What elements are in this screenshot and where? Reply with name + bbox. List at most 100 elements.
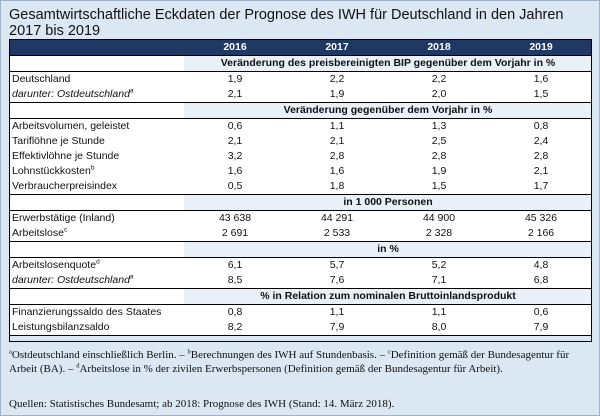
- value-cell: 1,7: [490, 179, 592, 195]
- value-cell: 2,2: [388, 71, 490, 87]
- row-label-text: darunter: Ostdeutschland: [12, 88, 130, 100]
- row-label-text: Deutschland: [12, 73, 71, 85]
- value-cell: 8,2: [184, 320, 286, 336]
- value-cell: 7,9: [490, 320, 592, 336]
- value-cell: 1,9: [184, 71, 286, 87]
- table-row: Arbeitsvolumen, geleistet 0,6 1,1 1,3 0,8: [9, 118, 592, 134]
- row-label: darunter: Ostdeutschlanda: [9, 273, 184, 289]
- value-cell: 45 326: [490, 210, 592, 226]
- table-title: Gesamtwirtschaftliche Eckdaten der Progn…: [9, 7, 564, 39]
- section-header-blank: [9, 55, 184, 72]
- section-header-row: in 1 000 Personen: [9, 194, 592, 211]
- table-row: Finanzierungssaldo des Staates 0,8 1,1 1,1 0…: [9, 304, 592, 320]
- value-cell: 0,8: [490, 118, 592, 134]
- value-cell: 2,1: [490, 164, 592, 179]
- table-body: Veränderung des preisbereinigten BIP geg…: [9, 55, 592, 336]
- table-row: Deutschland 1,9 2,2 2,2 1,6: [9, 71, 592, 87]
- footnote-text: Arbeitslose in % der zivilen Erwerbspers…: [79, 362, 503, 375]
- table-row: darunter: Ostdeutschlanda 8,5 7,6 7,1 6,8: [9, 273, 592, 289]
- value-cell: 2,1: [184, 87, 286, 103]
- year-header-row: 2016 2017 2018 2019: [9, 39, 592, 56]
- value-cell: 6,1: [184, 257, 286, 273]
- section-header: in 1 000 Personen: [184, 194, 592, 211]
- value-cell: 1,1: [286, 118, 388, 134]
- table-row: Lohnstückkostenb 1,6 1,6 1,9 2,1: [9, 164, 592, 179]
- section-header-blank: [9, 102, 184, 119]
- value-cell: 7,1: [388, 273, 490, 289]
- value-cell: 0,6: [490, 304, 592, 320]
- value-cell: 7,6: [286, 273, 388, 289]
- section-header-blank: [9, 241, 184, 258]
- year-header-2017: 2017: [286, 39, 388, 56]
- value-cell: 2,4: [490, 134, 592, 149]
- row-label-text: darunter: Ostdeutschland: [12, 274, 130, 286]
- row-label-text: Erwerbstätige (Inland): [12, 212, 115, 224]
- value-cell: 8,0: [388, 320, 490, 336]
- table-row: Tariflöhne je Stunde 2,1 2,1 2,5 2,4: [9, 134, 592, 149]
- row-label-text: Effektivlöhne je Stunde: [12, 150, 120, 162]
- value-cell: 2 166: [490, 226, 592, 242]
- row-label: Deutschland: [9, 71, 184, 87]
- value-cell: 1,5: [388, 179, 490, 195]
- year-header-2016: 2016: [184, 39, 286, 56]
- row-label-text: Verbraucherpreisindex: [12, 180, 118, 192]
- value-cell: 1,5: [490, 87, 592, 103]
- row-label: Erwerbstätige (Inland): [9, 210, 184, 226]
- row-label: Arbeitslosec: [9, 226, 184, 242]
- row-label-text: Leistungsbilanzsaldo: [12, 321, 110, 333]
- value-cell: 44 291: [286, 210, 388, 226]
- year-header-2018: 2018: [388, 39, 490, 56]
- table-row: Effektivlöhne je Stunde 3,2 2,8 2,8 2,8: [9, 149, 592, 164]
- row-label: Effektivlöhne je Stunde: [9, 149, 184, 164]
- value-cell: 1,9: [286, 87, 388, 103]
- year-header-2019: 2019: [490, 39, 592, 56]
- row-label-text: Finanzierungssaldo des Staates: [12, 306, 162, 318]
- value-cell: 0,8: [184, 304, 286, 320]
- row-label: Lohnstückkostenb: [9, 164, 184, 179]
- row-label: Verbraucherpreisindex: [9, 179, 184, 195]
- footnote-marker: d: [96, 258, 100, 266]
- footnote-text: Ostdeutschland einschließlich Berlin. –: [11, 349, 188, 361]
- value-cell: 8,5: [184, 273, 286, 289]
- footnote-text: Berechnungen des IWH auf Stundenbasis. –: [190, 349, 388, 361]
- value-cell: 7,9: [286, 320, 388, 336]
- section-header: in %: [184, 241, 592, 258]
- value-cell: 1,6: [490, 71, 592, 87]
- value-cell: 2,5: [388, 134, 490, 149]
- row-label: Tariflöhne je Stunde: [9, 134, 184, 149]
- header-blank-cell: [9, 39, 184, 56]
- footnote-marker: d: [76, 361, 80, 369]
- value-cell: 2,0: [388, 87, 490, 103]
- value-cell: 2,8: [286, 149, 388, 164]
- table-row: Arbeitslosenquoted 6,1 5,7 5,2 4,8: [9, 257, 592, 273]
- footnotes: aOstdeutschland einschließlich Berlin. –…: [9, 349, 594, 376]
- value-cell: 6,8: [490, 273, 592, 289]
- value-cell: 44 900: [388, 210, 490, 226]
- value-cell: 2,1: [286, 134, 388, 149]
- table-row: Leistungsbilanzsaldo 8,2 7,9 8,0 7,9: [9, 320, 592, 336]
- value-cell: 1,6: [286, 164, 388, 179]
- footnote-marker: a: [129, 87, 134, 95]
- value-cell: 2,2: [286, 71, 388, 87]
- value-cell: 5,2: [388, 257, 490, 273]
- table-row: Erwerbstätige (Inland) 43 638 44 291 44 900…: [9, 210, 592, 226]
- section-header: Veränderung des preisbereinigten BIP geg…: [184, 55, 592, 72]
- value-cell: 3,2: [184, 149, 286, 164]
- value-cell: 1,8: [286, 179, 388, 195]
- value-cell: 1,9: [388, 164, 490, 179]
- section-header: Veränderung gegenüber dem Vorjahr in %: [184, 102, 592, 119]
- section-header-blank: [9, 194, 184, 211]
- section-header-row: in %: [9, 241, 592, 258]
- value-cell: 1,1: [388, 304, 490, 320]
- value-cell: 0,6: [184, 118, 286, 134]
- section-header: % in Relation zum nominalen Bruttoinland…: [184, 288, 592, 305]
- table-row: Verbraucherpreisindex 0,5 1,8 1,5 1,7: [9, 179, 592, 195]
- table-row: Arbeitslosec 2 691 2 533 2 328 2 166: [9, 226, 592, 242]
- row-label: Finanzierungssaldo des Staates: [9, 304, 184, 320]
- row-label: Arbeitslosenquoted: [9, 257, 184, 273]
- row-label: Leistungsbilanzsaldo: [9, 320, 184, 336]
- value-cell: 2 533: [286, 226, 388, 242]
- footnote-marker: b: [90, 164, 95, 172]
- value-cell: 1,6: [184, 164, 286, 179]
